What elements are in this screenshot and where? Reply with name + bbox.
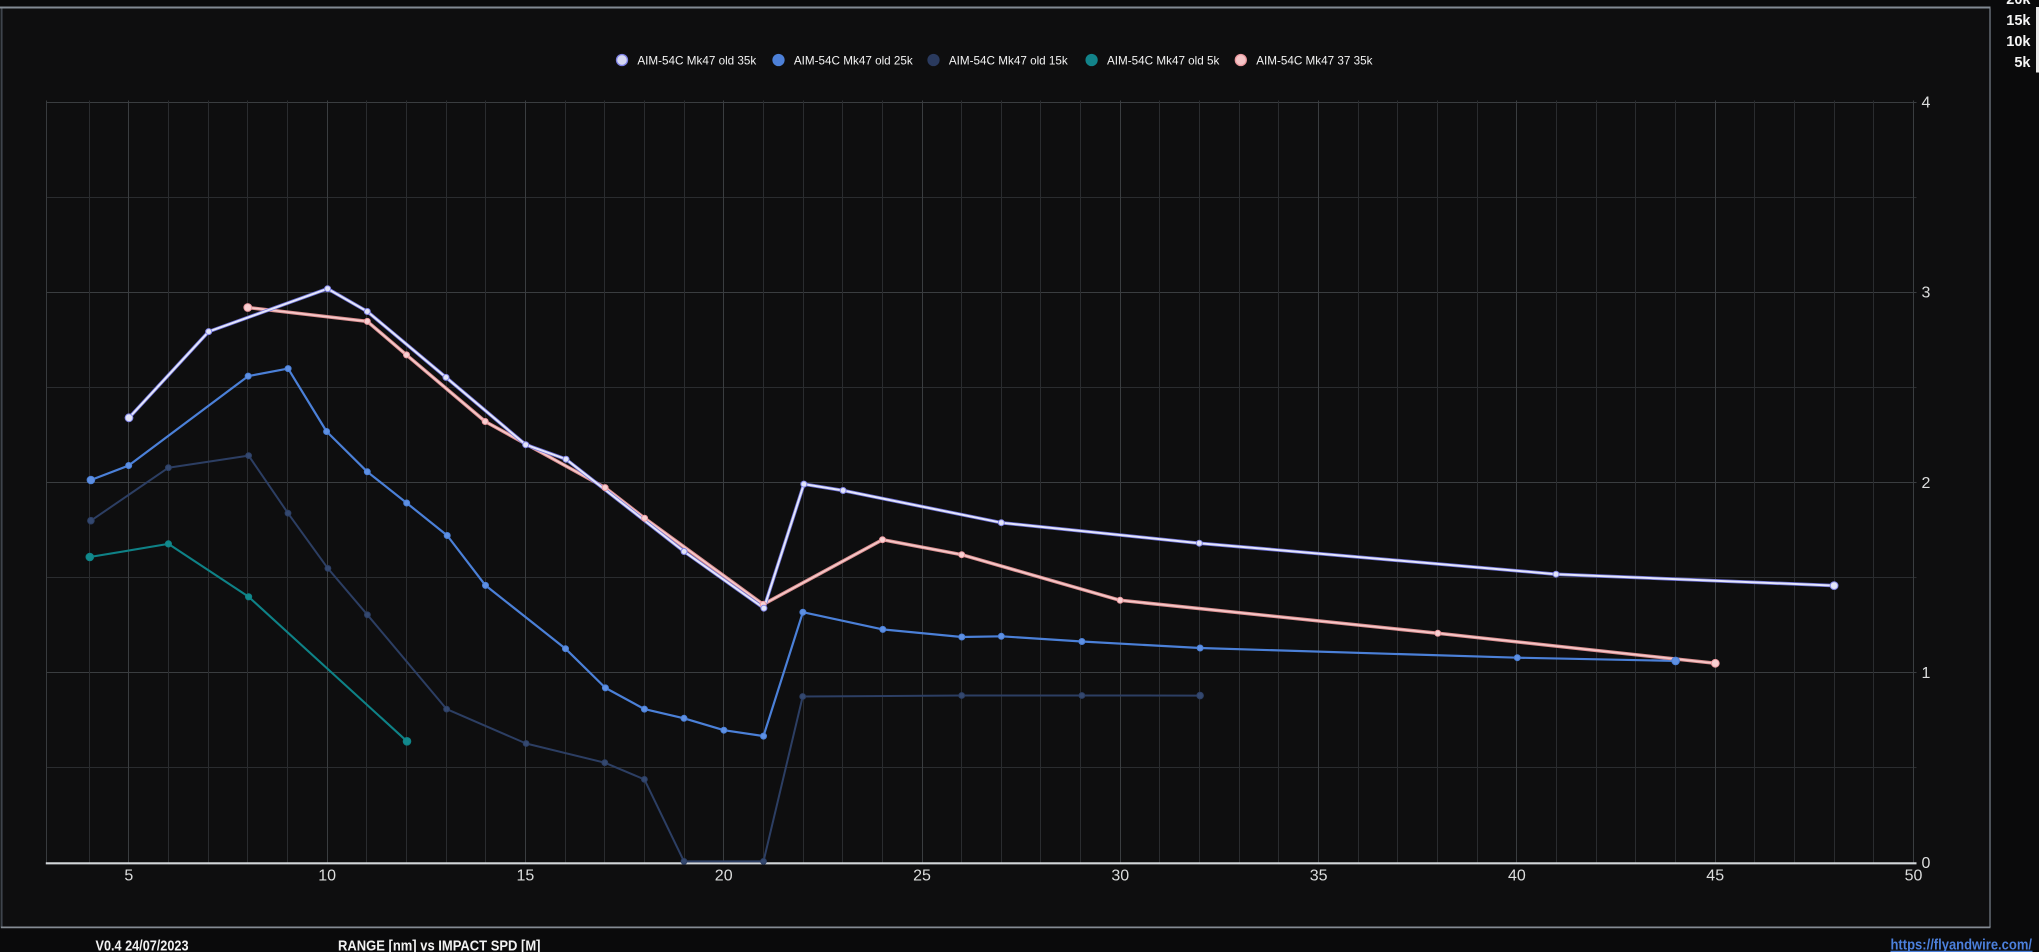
- svg-text:10k: 10k: [2006, 34, 2031, 50]
- svg-text:AIM-54C Mk47 old 35k: AIM-54C Mk47 old 35k: [637, 54, 756, 67]
- svg-text:10: 10: [318, 867, 336, 884]
- svg-text:0: 0: [1922, 855, 1931, 872]
- svg-text:20: 20: [715, 867, 733, 884]
- svg-text:AIM-54C Mk47 old 5k: AIM-54C Mk47 old 5k: [1107, 54, 1220, 67]
- svg-text:3: 3: [1922, 285, 1931, 302]
- svg-text:V0.4 24/07/2023: V0.4 24/07/2023: [96, 938, 189, 952]
- svg-text:20k: 20k: [2006, 0, 2031, 8]
- svg-text:40: 40: [1508, 867, 1526, 884]
- svg-text:1: 1: [1922, 665, 1931, 682]
- svg-text:RANGE [nm] vs IMPACT SPD [M]: RANGE [nm] vs IMPACT SPD [M]: [338, 938, 541, 952]
- svg-text:AIM-54C Mk47 old 25k: AIM-54C Mk47 old 25k: [794, 54, 913, 67]
- svg-text:35: 35: [1310, 867, 1328, 884]
- svg-text:15: 15: [517, 867, 535, 884]
- svg-text:5k: 5k: [2014, 55, 2031, 71]
- svg-text:AIM-54C Mk47 37 35k: AIM-54C Mk47 37 35k: [1256, 54, 1372, 67]
- svg-text:50: 50: [1905, 867, 1923, 884]
- svg-text:5: 5: [124, 867, 133, 884]
- svg-text:4: 4: [1922, 95, 1931, 112]
- svg-text:45: 45: [1706, 867, 1724, 884]
- svg-text:2: 2: [1922, 475, 1931, 492]
- svg-text:AIM-54C Mk47 old 15k: AIM-54C Mk47 old 15k: [949, 54, 1068, 67]
- svg-text:https://flyandwire.com/: https://flyandwire.com/: [1891, 937, 2033, 952]
- svg-text:25: 25: [913, 867, 931, 884]
- svg-text:30: 30: [1111, 867, 1129, 884]
- svg-text:15k: 15k: [2006, 13, 2031, 29]
